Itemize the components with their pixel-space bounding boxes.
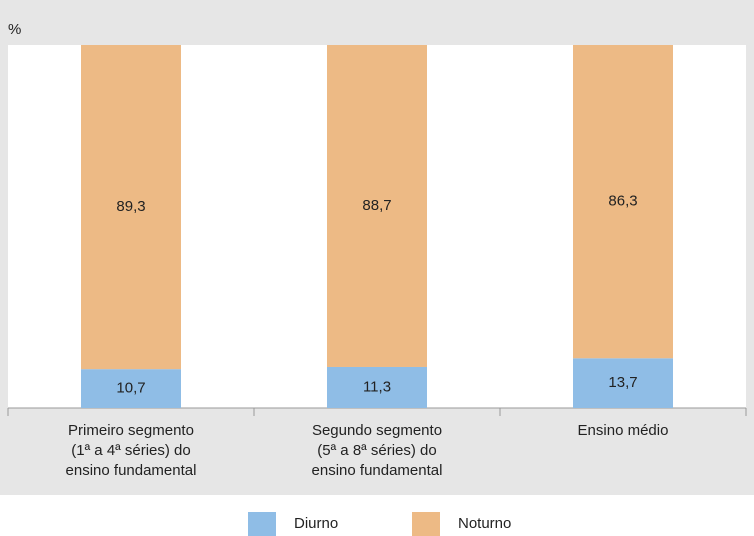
bar-segment	[327, 366, 427, 408]
bar-segment	[81, 45, 181, 370]
x-tick-label: Primeiro segmento (1ª a 4ª séries) do ensi…	[66, 422, 197, 479]
legend-swatch	[412, 512, 440, 536]
bar-segment	[573, 45, 673, 359]
x-tick-label: Segundo segmento (5ª a 8ª séries) do ensin…	[312, 422, 443, 479]
bar-segment	[573, 358, 673, 408]
value-label: 86,3	[608, 193, 637, 210]
legend-label: Diurno	[294, 515, 338, 532]
value-label: 10,7	[116, 380, 145, 397]
x-tick-label: Ensino médio	[578, 422, 669, 439]
bar-segment	[81, 369, 181, 408]
value-label: 11,3	[363, 378, 391, 395]
y-unit-label: %	[8, 21, 21, 38]
legend-label: Noturno	[458, 515, 511, 532]
bar-segment	[327, 45, 427, 367]
value-label: 13,7	[608, 374, 637, 391]
value-label: 89,3	[116, 198, 145, 215]
value-label: 88,7	[362, 197, 391, 214]
legend-swatch	[248, 512, 276, 536]
